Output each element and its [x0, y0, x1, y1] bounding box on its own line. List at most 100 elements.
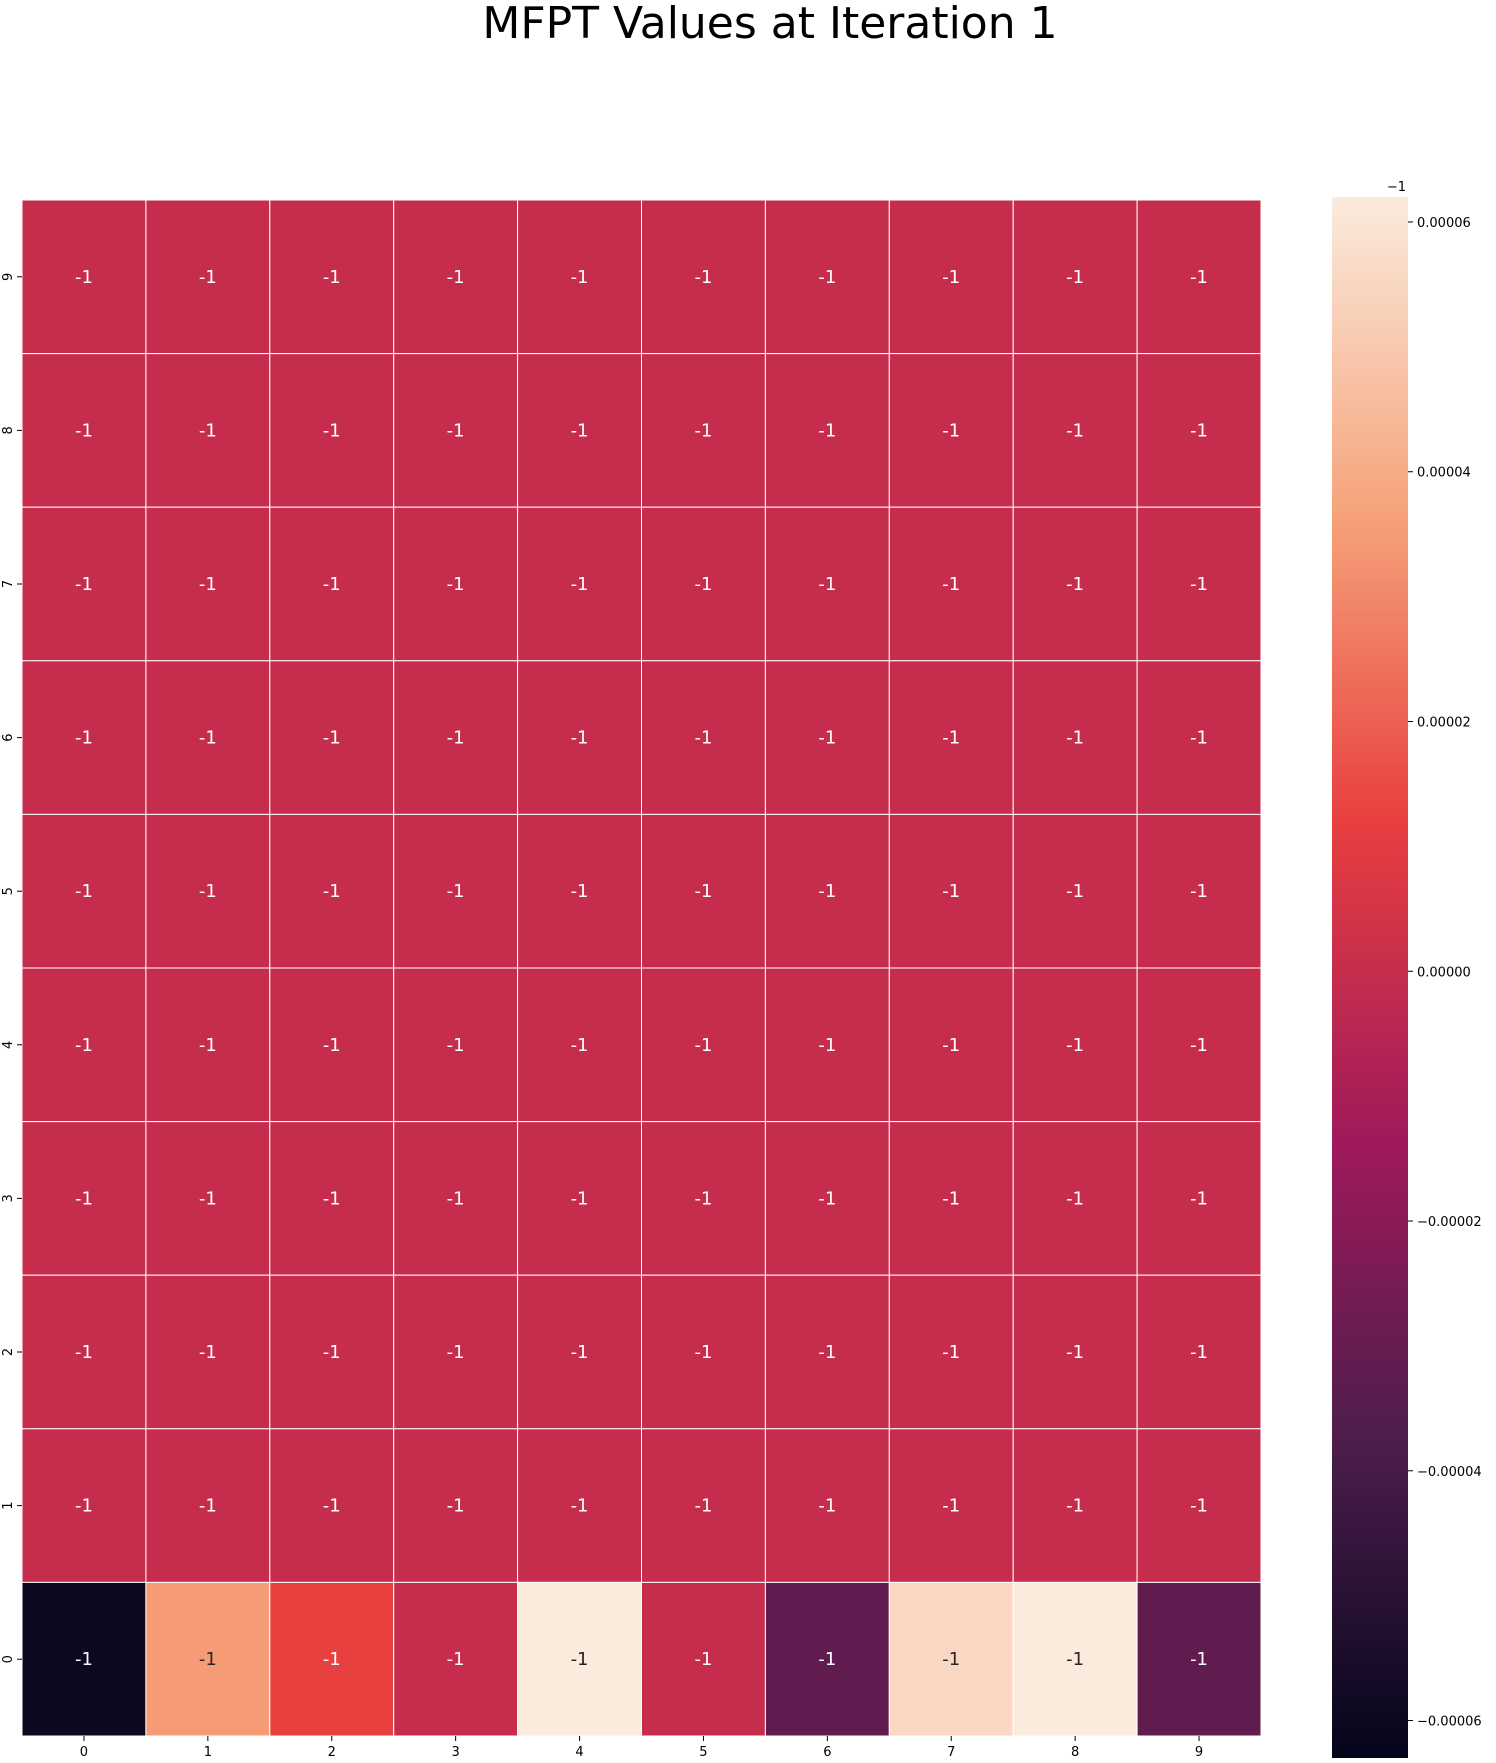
- heatmap-cell: [764, 1581, 890, 1737]
- cell-value-label: -1: [818, 881, 836, 902]
- heatmap-cell: [1012, 660, 1138, 815]
- cell-value-label: -1: [1190, 267, 1208, 288]
- cell-value-label: -1: [75, 1496, 93, 1517]
- heatmap-cell: [145, 1274, 271, 1430]
- cell-value-label: -1: [942, 1188, 960, 1209]
- cell-value-label: -1: [323, 1342, 341, 1363]
- heatmap-cell: [517, 813, 642, 969]
- cell-value-label: -1: [447, 574, 465, 595]
- cell-value-label: -1: [1190, 1342, 1208, 1363]
- heatmap-cell: [517, 967, 642, 1123]
- heatmap-cell: [1012, 1121, 1138, 1276]
- heatmap-cell: [641, 1274, 766, 1430]
- heatmap-cell: [21, 199, 147, 355]
- cell-value-label: -1: [199, 1649, 217, 1670]
- heatmap-cell: [269, 1121, 395, 1276]
- heatmap-cell: [1136, 353, 1262, 508]
- cell-value-label: -1: [447, 728, 465, 749]
- cell-value-label: -1: [323, 1496, 341, 1517]
- cell-value-label: -1: [1190, 881, 1208, 902]
- heatmap-cell: [1012, 967, 1138, 1123]
- heatmap-cell: [145, 967, 271, 1123]
- y-tick-label: 3: [1, 1194, 16, 1202]
- cell-value-label: -1: [571, 574, 589, 595]
- colorbar-tick-label: 0.00002: [1417, 715, 1471, 730]
- heatmap-cell: [1012, 1428, 1138, 1583]
- cell-value-label: -1: [818, 1035, 836, 1056]
- heatmap-cell: [1136, 1121, 1262, 1276]
- heatmap-cell: [888, 1121, 1014, 1276]
- heatmap-cell: [517, 353, 642, 508]
- cell-value-label: -1: [1066, 728, 1084, 749]
- y-tick-label: 7: [1, 580, 16, 588]
- chart-title: MFPT Values at Iteration 1: [482, 0, 1058, 49]
- heatmap-cell: [393, 967, 519, 1123]
- heatmap-cell: [764, 1274, 890, 1430]
- cell-value-label: -1: [75, 420, 93, 441]
- cell-value-label: -1: [818, 728, 836, 749]
- heatmap-cell: [888, 813, 1014, 969]
- heatmap-cell: [888, 660, 1014, 815]
- cell-value-label: -1: [199, 1035, 217, 1056]
- heatmap-cell: [269, 660, 395, 815]
- heatmap-cell: [764, 1121, 890, 1276]
- heatmap-cell: [269, 353, 395, 508]
- heatmap-cell: [145, 353, 271, 508]
- heatmap-cell: [145, 506, 271, 662]
- cell-value-label: -1: [1066, 267, 1084, 288]
- heatmap-cell: [641, 1121, 766, 1276]
- cell-value-label: -1: [694, 1649, 712, 1670]
- cell-value-label: -1: [694, 420, 712, 441]
- heatmap-cell: [1012, 506, 1138, 662]
- cell-value-label: -1: [1190, 574, 1208, 595]
- cell-value-label: -1: [199, 1496, 217, 1517]
- cell-value-label: -1: [694, 1035, 712, 1056]
- cell-value-label: -1: [694, 1342, 712, 1363]
- colorbar-tick-label: 0.00000: [1417, 965, 1471, 980]
- cell-value-label: -1: [694, 1188, 712, 1209]
- cell-value-label: -1: [571, 1496, 589, 1517]
- cell-value-label: -1: [942, 728, 960, 749]
- heatmap-cell: [269, 967, 395, 1123]
- cell-value-label: -1: [571, 728, 589, 749]
- heatmap-cell: [21, 1581, 147, 1737]
- cell-value-label: -1: [323, 1188, 341, 1209]
- cell-value-label: -1: [323, 574, 341, 595]
- cell-value-label: -1: [199, 1342, 217, 1363]
- heatmap-cell: [393, 813, 519, 969]
- cell-value-label: -1: [447, 420, 465, 441]
- cell-value-label: -1: [447, 1496, 465, 1517]
- colorbar-offset-label: −1: [1387, 180, 1406, 195]
- x-tick-label: 7: [947, 1745, 955, 1760]
- colorbar-tick-label: −0.00002: [1417, 1215, 1482, 1230]
- cell-value-label: -1: [571, 420, 589, 441]
- cell-value-label: -1: [942, 1649, 960, 1670]
- heatmap-cell: [393, 1121, 519, 1276]
- cell-value-label: -1: [1066, 1035, 1084, 1056]
- cell-value-label: -1: [447, 881, 465, 902]
- cell-value-label: -1: [1066, 1188, 1084, 1209]
- heatmap-cell: [1012, 199, 1138, 355]
- heatmap-cell: [641, 967, 766, 1123]
- cell-value-label: -1: [818, 1188, 836, 1209]
- cell-value-label: -1: [1190, 1496, 1208, 1517]
- heatmap-cell: [393, 506, 519, 662]
- cell-value-label: -1: [1066, 1342, 1084, 1363]
- heatmap-cell: [888, 1274, 1014, 1430]
- cell-value-label: -1: [199, 574, 217, 595]
- heatmap-cell: [21, 813, 147, 969]
- heatmap-cell: [145, 1581, 271, 1737]
- cell-value-label: -1: [1190, 1035, 1208, 1056]
- cell-value-label: -1: [942, 1342, 960, 1363]
- heatmap-cell: [393, 1274, 519, 1430]
- cell-value-label: -1: [571, 267, 589, 288]
- heatmap-cell: [1136, 1274, 1262, 1430]
- heatmap-cell: [269, 1581, 395, 1737]
- cell-value-label: -1: [1066, 420, 1084, 441]
- cell-value-label: -1: [942, 1035, 960, 1056]
- heatmap-cell: [641, 506, 766, 662]
- heatmap-cell: [1136, 967, 1262, 1123]
- cell-value-label: -1: [199, 728, 217, 749]
- heatmap-cell: [1136, 1428, 1262, 1583]
- y-tick-label: 8: [1, 426, 16, 434]
